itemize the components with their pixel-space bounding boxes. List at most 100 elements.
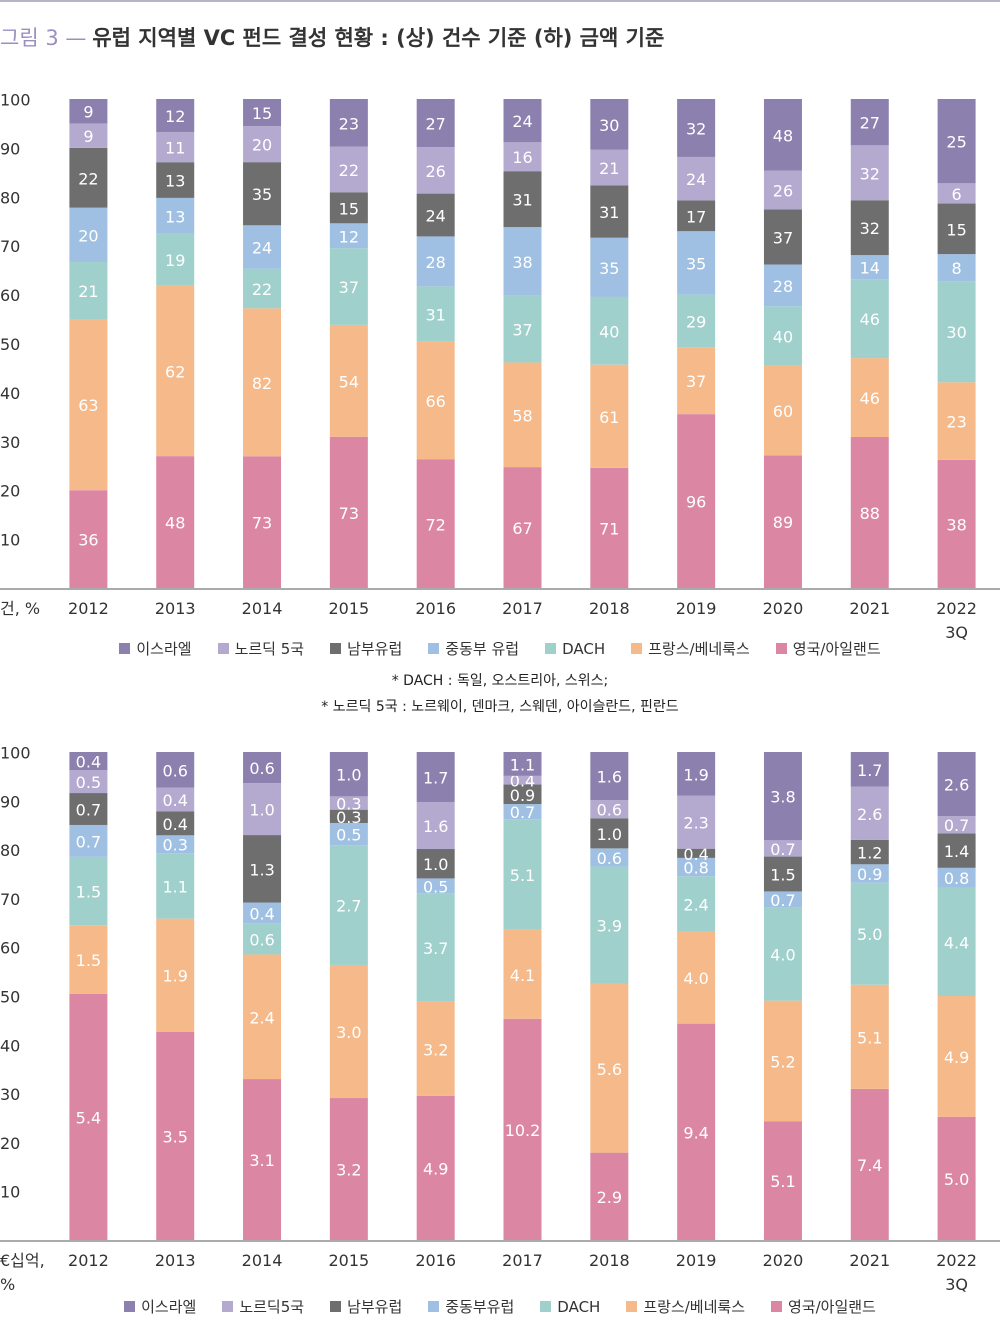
bar-segment bbox=[937, 887, 976, 996]
data-label: 35 bbox=[599, 259, 619, 278]
legend-label: 중동부 유럽 bbox=[445, 640, 520, 658]
x-tick-label: 2015 bbox=[328, 599, 370, 618]
bar-segment bbox=[677, 857, 716, 877]
legend-label: 영국/아일랜드 bbox=[792, 640, 881, 658]
chart-title: 유럽 지역별 VC 펀드 결성 현황 : (상) 건수 기준 (하) 금액 기준 bbox=[92, 26, 665, 50]
figure-label: 그림 3 — bbox=[0, 26, 87, 50]
data-label: 1.6 bbox=[597, 768, 622, 787]
bar-segment bbox=[329, 248, 368, 325]
data-label: 1.1 bbox=[510, 755, 535, 774]
bar-segment bbox=[329, 223, 368, 249]
data-label: 0.9 bbox=[857, 865, 882, 884]
data-label: 4.0 bbox=[770, 946, 795, 965]
legend-item: 영국/아일랜드 bbox=[775, 638, 881, 659]
bar-segment bbox=[156, 99, 195, 132]
bar-segment bbox=[156, 131, 195, 163]
bar-segment bbox=[329, 822, 368, 846]
data-label: 2.4 bbox=[683, 895, 708, 914]
legend-item: 프랑스/베네룩스 bbox=[626, 1296, 745, 1317]
data-label: 0.4 bbox=[163, 815, 188, 834]
data-label: 38 bbox=[512, 253, 532, 272]
data-label: 1.3 bbox=[249, 860, 274, 879]
data-label: 66 bbox=[426, 392, 446, 411]
data-label: 4.4 bbox=[944, 933, 969, 952]
data-label: 15 bbox=[339, 199, 359, 218]
data-label: 23 bbox=[339, 114, 359, 133]
bar-segment bbox=[156, 456, 195, 588]
bar-segment bbox=[590, 185, 629, 238]
data-label: 10.2 bbox=[505, 1121, 541, 1140]
data-label: 3.1 bbox=[249, 1151, 274, 1170]
data-label: 14 bbox=[860, 259, 880, 278]
bar-segment bbox=[937, 99, 976, 184]
legend-swatch bbox=[545, 643, 557, 654]
data-label: 12 bbox=[165, 107, 185, 126]
legend-label: 노르딕 5국 bbox=[234, 640, 305, 658]
y-tick-label: 100 bbox=[0, 91, 31, 110]
bar-segment bbox=[763, 365, 802, 456]
bar-segment bbox=[329, 99, 368, 147]
bar-segment bbox=[243, 902, 282, 924]
data-label: 0.9 bbox=[510, 786, 535, 805]
bar-segment bbox=[763, 170, 802, 210]
bar-segment bbox=[416, 341, 455, 460]
bar-segment bbox=[416, 459, 455, 588]
data-label: 22 bbox=[252, 280, 272, 299]
bar-segment bbox=[416, 849, 455, 879]
data-label: 5.6 bbox=[597, 1060, 622, 1079]
bar-segment bbox=[937, 459, 976, 588]
legend-label: 중동부유럽 bbox=[445, 1298, 515, 1316]
bar-segment bbox=[416, 801, 455, 850]
bar-segment bbox=[156, 233, 195, 286]
x-tick-label: 2012 bbox=[68, 1251, 109, 1270]
data-label: 3.9 bbox=[597, 917, 622, 936]
data-label: 3.7 bbox=[423, 939, 448, 958]
bar-segment bbox=[590, 866, 629, 984]
bar-segment bbox=[503, 171, 542, 228]
bar-segment bbox=[677, 876, 716, 932]
bar-segment bbox=[416, 893, 455, 1002]
bar-segment bbox=[763, 907, 802, 1001]
data-label: 3.2 bbox=[423, 1040, 448, 1059]
data-label: 62 bbox=[165, 362, 185, 381]
legend-item: 중동부유럽 bbox=[428, 1296, 514, 1317]
bar-segment bbox=[763, 840, 802, 857]
data-label: 21 bbox=[599, 159, 619, 178]
y-tick-label: 80 bbox=[0, 841, 20, 860]
y-tick-label: 40 bbox=[0, 1036, 20, 1055]
legend-item: 프랑스/베네룩스 bbox=[631, 638, 750, 659]
y-tick-label: 70 bbox=[0, 237, 20, 256]
bar-segment bbox=[763, 752, 802, 841]
bar-segment bbox=[69, 319, 108, 491]
x-tick-label: 2018 bbox=[588, 1251, 630, 1270]
legend-item: DACH bbox=[545, 638, 605, 659]
data-label: 0.6 bbox=[163, 761, 188, 780]
x-tick-label: 2021 bbox=[849, 1251, 891, 1270]
legend-swatch bbox=[631, 643, 643, 654]
bar-segment bbox=[850, 279, 889, 359]
data-label: 27 bbox=[426, 115, 446, 134]
data-label: 58 bbox=[512, 406, 532, 425]
bar-segment bbox=[503, 142, 542, 172]
x-tick-label: 2022 3Q bbox=[936, 1251, 977, 1294]
data-label: 4.1 bbox=[510, 966, 535, 985]
data-label: 1.0 bbox=[249, 801, 274, 820]
data-label: 3.2 bbox=[336, 1161, 361, 1180]
bar-segment bbox=[156, 752, 195, 788]
data-label: 37 bbox=[339, 278, 359, 297]
bar-segment bbox=[937, 203, 976, 255]
bar-segment bbox=[156, 853, 195, 919]
bar-segment bbox=[590, 800, 629, 819]
legend-item: 남부유럽 bbox=[330, 638, 402, 659]
bar-segment bbox=[329, 192, 368, 224]
data-label: 36 bbox=[78, 531, 98, 550]
y-tick-label: 20 bbox=[0, 1134, 20, 1153]
data-label: 28 bbox=[773, 277, 793, 296]
bar-segment bbox=[677, 795, 716, 849]
bar-segment bbox=[937, 281, 976, 383]
data-label: 0.4 bbox=[163, 791, 188, 810]
bar-segment bbox=[69, 925, 108, 994]
data-label: 88 bbox=[860, 504, 880, 523]
data-label: 3.8 bbox=[770, 788, 795, 807]
